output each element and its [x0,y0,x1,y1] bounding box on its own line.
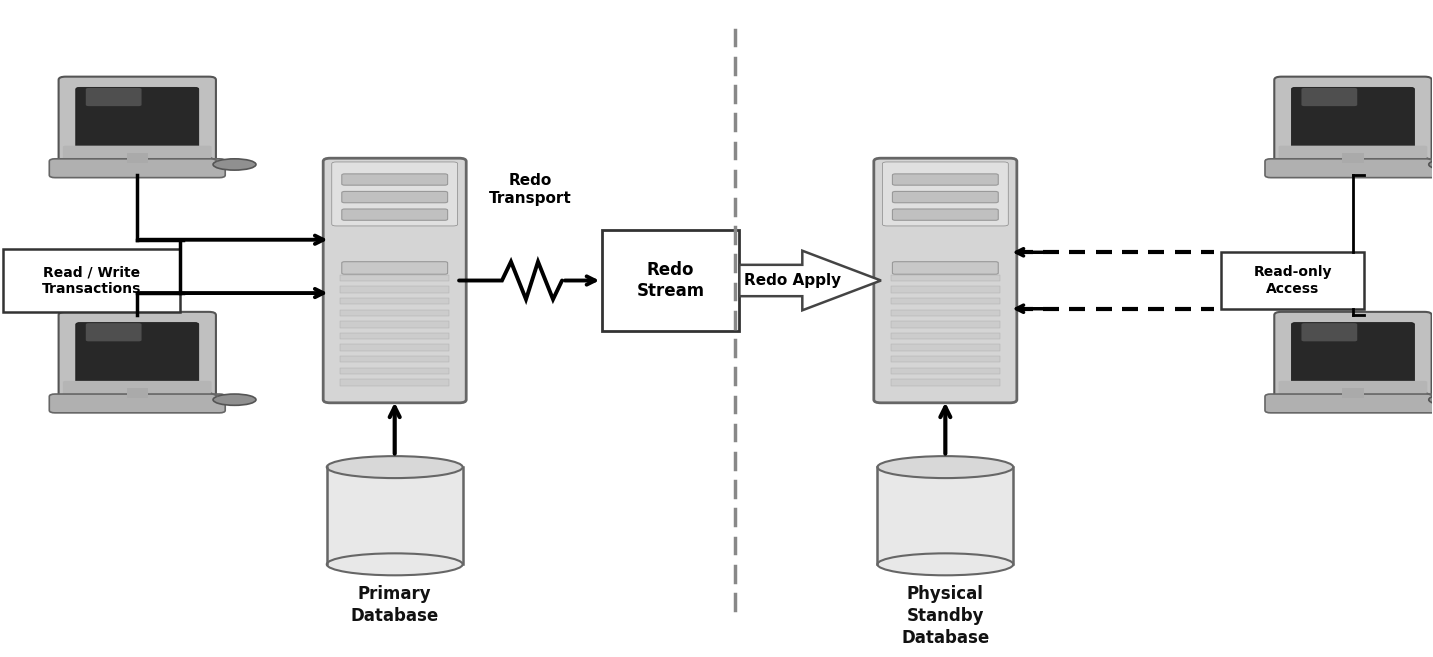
FancyBboxPatch shape [891,286,1000,293]
FancyBboxPatch shape [59,77,216,164]
FancyBboxPatch shape [76,323,199,389]
FancyBboxPatch shape [1343,388,1364,397]
FancyBboxPatch shape [883,162,1009,226]
FancyBboxPatch shape [891,368,1000,374]
FancyBboxPatch shape [341,368,449,374]
FancyBboxPatch shape [3,249,181,312]
Polygon shape [739,251,881,310]
FancyBboxPatch shape [893,261,999,274]
FancyBboxPatch shape [1291,87,1414,154]
FancyBboxPatch shape [893,209,999,220]
FancyBboxPatch shape [341,379,449,386]
FancyBboxPatch shape [893,191,999,203]
FancyBboxPatch shape [1265,159,1433,177]
FancyBboxPatch shape [342,191,447,203]
FancyBboxPatch shape [891,298,1000,304]
Ellipse shape [1429,394,1433,405]
FancyBboxPatch shape [1278,381,1427,397]
Ellipse shape [327,553,463,576]
Text: Read / Write
Transactions: Read / Write Transactions [42,265,142,296]
Ellipse shape [214,394,257,405]
Ellipse shape [877,456,1013,478]
FancyBboxPatch shape [342,209,447,220]
FancyBboxPatch shape [891,379,1000,386]
FancyBboxPatch shape [341,321,449,328]
Text: Redo Apply: Redo Apply [745,273,841,288]
FancyBboxPatch shape [341,275,449,281]
Text: Physical
Standby
Database: Physical Standby Database [901,585,989,647]
Text: Redo
Transport: Redo Transport [489,173,572,206]
Text: Primary
Database: Primary Database [351,585,438,625]
FancyBboxPatch shape [602,231,739,330]
FancyBboxPatch shape [1265,394,1433,413]
FancyBboxPatch shape [1221,252,1364,309]
FancyBboxPatch shape [1343,153,1364,162]
FancyBboxPatch shape [332,162,457,226]
FancyBboxPatch shape [342,174,447,185]
Text: Redo
Stream: Redo Stream [636,261,705,300]
FancyBboxPatch shape [891,309,1000,316]
FancyBboxPatch shape [126,388,148,397]
FancyBboxPatch shape [341,298,449,304]
FancyBboxPatch shape [86,88,142,106]
FancyBboxPatch shape [327,467,463,564]
FancyBboxPatch shape [877,467,1013,564]
FancyBboxPatch shape [59,312,216,399]
FancyBboxPatch shape [49,394,225,413]
FancyBboxPatch shape [341,333,449,339]
FancyBboxPatch shape [891,333,1000,339]
FancyBboxPatch shape [1274,312,1432,399]
FancyBboxPatch shape [341,286,449,293]
FancyBboxPatch shape [342,261,447,274]
Ellipse shape [214,159,257,170]
FancyBboxPatch shape [126,153,148,162]
FancyBboxPatch shape [63,381,212,397]
Ellipse shape [1429,159,1433,170]
FancyBboxPatch shape [891,344,1000,351]
Text: Read-only
Access: Read-only Access [1254,265,1333,296]
Ellipse shape [327,456,463,478]
FancyBboxPatch shape [324,158,466,403]
FancyBboxPatch shape [341,356,449,363]
FancyBboxPatch shape [76,87,199,154]
FancyBboxPatch shape [341,344,449,351]
FancyBboxPatch shape [1274,77,1432,164]
FancyBboxPatch shape [1301,88,1357,106]
FancyBboxPatch shape [891,356,1000,363]
Ellipse shape [877,553,1013,576]
FancyBboxPatch shape [891,275,1000,281]
FancyBboxPatch shape [341,309,449,316]
FancyBboxPatch shape [1278,146,1427,162]
FancyBboxPatch shape [874,158,1017,403]
FancyBboxPatch shape [1301,323,1357,342]
FancyBboxPatch shape [891,321,1000,328]
FancyBboxPatch shape [893,174,999,185]
FancyBboxPatch shape [49,159,225,177]
FancyBboxPatch shape [63,146,212,162]
FancyBboxPatch shape [86,323,142,342]
FancyBboxPatch shape [1291,323,1414,389]
